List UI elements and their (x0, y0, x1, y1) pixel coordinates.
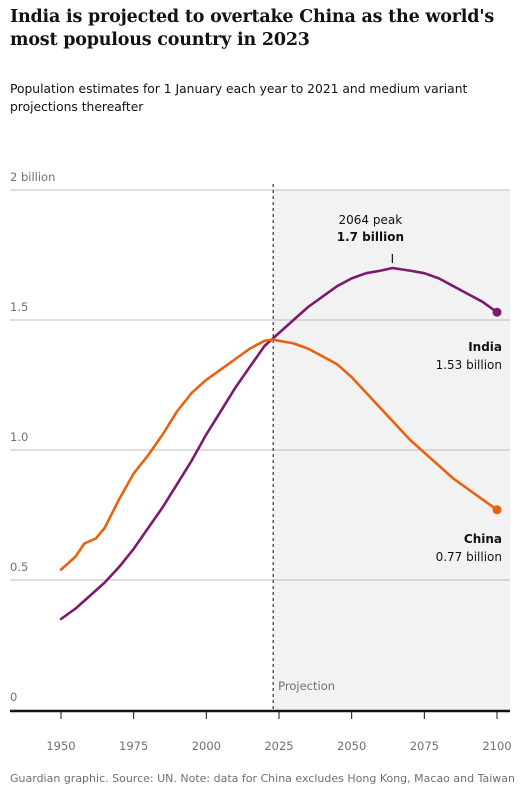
y-tick-label: 2 billion (10, 170, 55, 184)
peak-label: 2064 peak (339, 213, 403, 227)
india-value-label: 1.53 billion (436, 358, 502, 372)
china-value-label: 0.77 billion (436, 550, 502, 564)
x-tick-label: 2075 (410, 739, 439, 753)
series-line-china (59, 338, 499, 571)
x-tick-label: 2000 (192, 739, 221, 753)
projection-label: Projection (278, 679, 335, 693)
x-tick-label: 2100 (482, 739, 511, 753)
x-tick-label: 2050 (337, 739, 366, 753)
x-tick-label: 1975 (119, 739, 148, 753)
y-tick-label: 1.5 (10, 300, 28, 314)
series-end-dot-india (492, 307, 502, 317)
china-label: China (464, 532, 502, 546)
series-end-dot-china (492, 505, 502, 515)
india-label: India (468, 340, 502, 354)
y-tick-label: 0.5 (10, 560, 28, 574)
source-note: Guardian graphic. Source: UN. Note: data… (10, 772, 516, 785)
y-tick-label: 1.0 (10, 430, 28, 444)
chart-subtitle: Population estimates for 1 January each … (10, 82, 468, 114)
y-tick-label: 0 (10, 690, 17, 704)
peak-value: 1.7 billion (337, 230, 404, 244)
x-tick-label: 1950 (46, 739, 75, 753)
series-line-india (59, 266, 499, 621)
chart-title: India is projected to overtake China as … (10, 7, 495, 50)
x-tick-label: 2025 (264, 739, 293, 753)
